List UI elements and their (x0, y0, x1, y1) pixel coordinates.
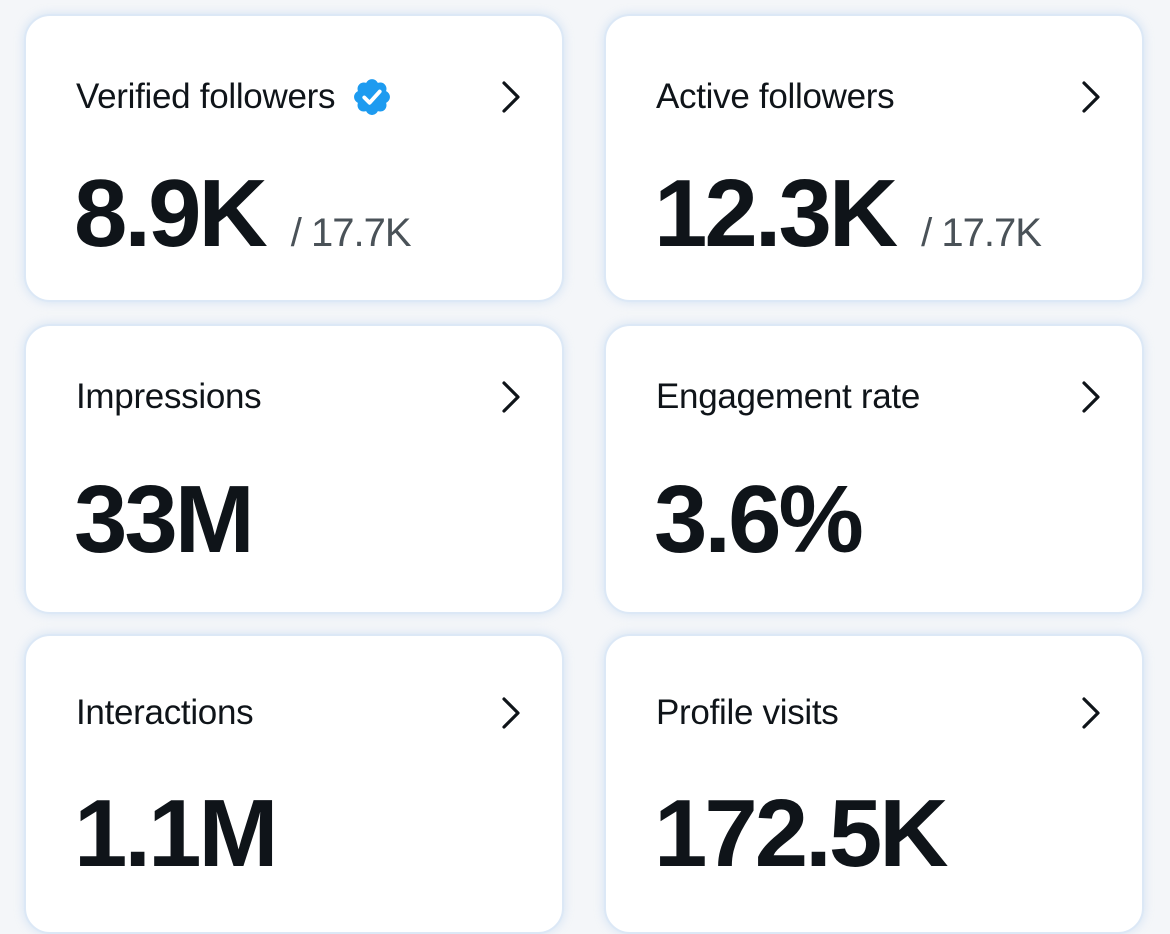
interactions-card[interactable]: Interactions 1.1M (24, 634, 564, 934)
card-value-row: 33M (74, 466, 255, 573)
card-label: Profile visits (656, 693, 839, 732)
active-followers-card[interactable]: Active followers 12.3K / 17.7K (604, 14, 1144, 302)
card-header: Profile visits (656, 692, 839, 734)
card-header: Interactions (76, 692, 254, 734)
card-value: 33M (74, 466, 255, 573)
chevron-right-icon[interactable] (1080, 696, 1102, 730)
verified-followers-card[interactable]: Verified followers 8.9K / 17.7K (24, 14, 564, 302)
card-header: Impressions (76, 376, 262, 418)
card-value-row: 3.6% (654, 466, 864, 573)
card-header: Active followers (656, 76, 895, 118)
chevron-right-icon[interactable] (500, 380, 522, 414)
card-header: Engagement rate (656, 376, 920, 418)
card-value: 12.3K (654, 160, 898, 267)
card-value: 172.5K (654, 780, 949, 887)
verified-badge-icon (354, 79, 391, 115)
chevron-right-icon[interactable] (1080, 380, 1102, 414)
card-value-row: 1.1M (74, 780, 278, 887)
card-label: Impressions (76, 377, 262, 416)
card-value: 3.6% (654, 466, 864, 573)
profile-visits-card[interactable]: Profile visits 172.5K (604, 634, 1144, 934)
card-header: Verified followers (76, 76, 393, 118)
card-value-row: 12.3K / 17.7K (654, 160, 1042, 267)
chevron-right-icon[interactable] (500, 696, 522, 730)
chevron-right-icon[interactable] (500, 80, 522, 114)
card-value-row: 172.5K (654, 780, 949, 887)
card-total: / 17.7K (921, 211, 1042, 255)
card-total: / 17.7K (290, 211, 412, 255)
engagement-rate-card[interactable]: Engagement rate 3.6% (604, 324, 1144, 614)
card-label: Active followers (656, 77, 895, 116)
card-label: Interactions (76, 693, 254, 732)
chevron-right-icon[interactable] (1080, 80, 1102, 114)
card-value: 8.9K (74, 160, 268, 267)
card-value-row: 8.9K / 17.7K (74, 160, 412, 267)
card-value: 1.1M (74, 780, 278, 887)
impressions-card[interactable]: Impressions 33M (24, 324, 564, 614)
card-label: Verified followers (76, 77, 336, 116)
card-label: Engagement rate (656, 377, 921, 416)
